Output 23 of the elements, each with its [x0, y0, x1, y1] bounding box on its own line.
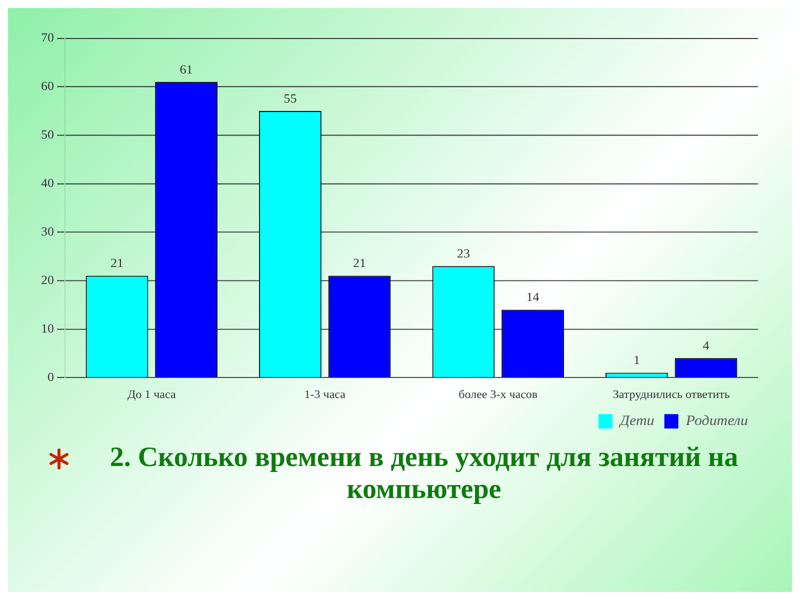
x-tick-label: 1-3 часа — [304, 388, 346, 401]
y-tick-label: 40 — [41, 176, 54, 190]
text: 2. Сколько времени в день уходит для занятий на компьютере — [108, 442, 740, 506]
y-tick-label: 10 — [41, 322, 54, 336]
data-label: 23 — [456, 246, 470, 260]
y-tick-label: 20 — [41, 273, 54, 287]
x-tick-label: более 3-х часов — [458, 388, 538, 401]
data-label: 4 — [702, 338, 710, 352]
data-label: 14 — [526, 290, 540, 304]
data-label: 55 — [284, 92, 297, 106]
data-label: 1 — [633, 353, 640, 367]
y-tick-label: 60 — [41, 79, 54, 93]
data-label: 61 — [180, 62, 193, 76]
y-tick-label: 70 — [41, 30, 54, 44]
x-tick-label: Затруднились ответить — [612, 388, 730, 401]
legend-label: Дети — [618, 413, 654, 429]
data-label: 21 — [110, 256, 124, 270]
y-tick-label: 0 — [48, 370, 54, 384]
x-tick-label: До 1 часа — [127, 388, 177, 401]
y-tick-label: 50 — [41, 128, 54, 142]
legend-label: Родители — [684, 413, 748, 429]
y-tick-label: 30 — [41, 224, 54, 238]
data-label: 21 — [353, 256, 366, 270]
